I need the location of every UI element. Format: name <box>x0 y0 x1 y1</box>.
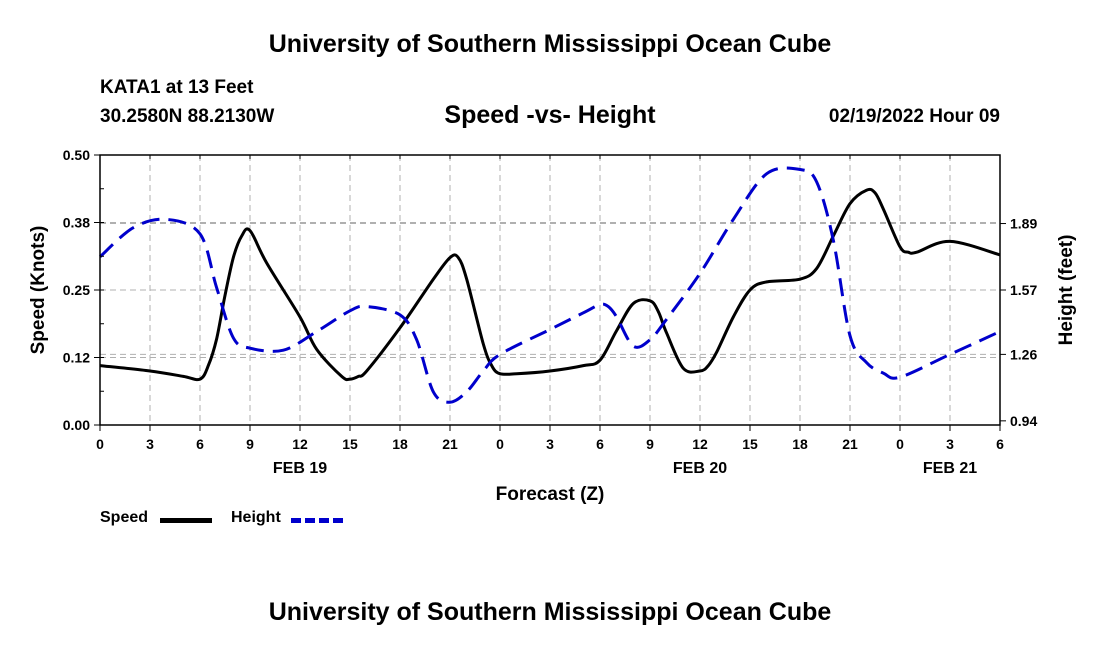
x-tick-label: 6 <box>596 436 604 452</box>
x-tick-label: 0 <box>496 436 504 452</box>
main-title: University of Southern Mississippi Ocean… <box>268 30 832 58</box>
station-label: KATA1 at 13 Feet <box>100 77 254 98</box>
x-tick-label: 15 <box>742 436 758 452</box>
x-tick-label: 9 <box>646 436 654 452</box>
legend-speed-label: Speed <box>100 509 149 526</box>
day-label: FEB 19 <box>273 460 327 477</box>
x-tick-label: 0 <box>96 436 104 452</box>
y2-tick-label: 0.94 <box>1010 413 1037 429</box>
x-tick-label: 6 <box>996 436 1004 452</box>
forecast-datetime: 02/19/2022 Hour 09 <box>828 106 1000 127</box>
x-tick-label: 3 <box>546 436 554 452</box>
day-label: FEB 21 <box>923 460 977 477</box>
x-tick-label: 21 <box>442 436 458 452</box>
y-tick-label: 0.25 <box>63 282 90 298</box>
y2-tick-label: 1.57 <box>1010 282 1037 298</box>
x-tick-label: 18 <box>792 436 808 452</box>
speed-series-line <box>99 187 1001 382</box>
day-label: FEB 20 <box>673 460 727 477</box>
y-axis-title: Speed (Knots) <box>28 226 49 355</box>
x-tick-label: 12 <box>292 436 308 452</box>
legend-speed-swatch <box>160 518 212 523</box>
y2-tick-label: 1.26 <box>1010 346 1037 362</box>
height-series-line <box>98 166 1001 404</box>
x-tick-label: 0 <box>896 436 904 452</box>
x-tick-label: 15 <box>342 436 358 452</box>
legend-height-swatch <box>291 518 343 523</box>
y2-tick-label: 1.89 <box>1010 216 1037 232</box>
axes: 0 3 6 9 12 15 18 21 0 3 6 9 12 15 18 21 0 3 6 0.00 0.12 0.25 0… <box>28 147 1077 505</box>
x-tick-label: 3 <box>146 436 154 452</box>
x-tick-label: 12 <box>692 436 708 452</box>
chart-title: Speed -vs- Height <box>444 101 656 129</box>
x-tick-label: 3 <box>946 436 954 452</box>
grid <box>100 155 1000 425</box>
x-tick-label: 21 <box>842 436 858 452</box>
x-tick-label: 9 <box>246 436 254 452</box>
station-coordinates: 30.2580N 88.2130W <box>100 106 275 127</box>
legend-height-label: Height <box>231 509 281 526</box>
y-tick-label: 0.38 <box>63 215 90 231</box>
y-tick-label: 0.00 <box>63 417 90 433</box>
x-tick-label: 18 <box>392 436 408 452</box>
footer-title: University of Southern Mississippi Ocean… <box>268 598 832 626</box>
y-tick-label: 0.50 <box>63 147 90 163</box>
y2-axis-title: Height (feet) <box>1056 235 1077 346</box>
y-tick-label: 0.12 <box>63 350 90 366</box>
series-lines <box>98 166 1001 404</box>
x-tick-label: 6 <box>196 436 204 452</box>
x-axis-title: Forecast (Z) <box>496 484 605 505</box>
